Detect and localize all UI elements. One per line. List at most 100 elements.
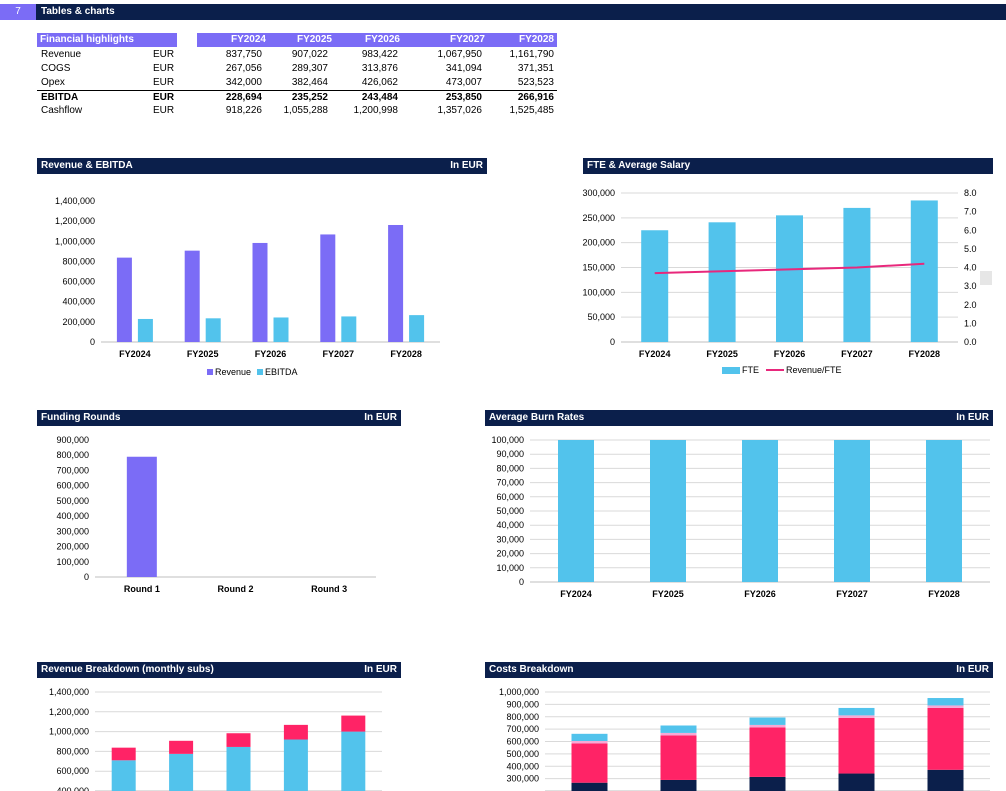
y-tick-label: 0 — [610, 337, 615, 347]
bar-segment — [749, 724, 786, 728]
y-tick-label: 80,000 — [496, 463, 524, 473]
cell-value: 907,022 — [291, 49, 328, 60]
row-unit: EUR — [153, 105, 175, 116]
bar-ebitda — [273, 317, 289, 342]
cell-value: 382,464 — [291, 77, 328, 88]
cell-value: 523,523 — [517, 77, 554, 88]
y-tick-label: 600,000 — [62, 277, 95, 287]
panel-header-fte-salary: FTE & Average Salary — [583, 158, 993, 174]
y-tick-label: 1,200,000 — [55, 216, 95, 226]
y2-tick-label: 0.0 — [964, 337, 977, 347]
bar-ebitda — [205, 318, 221, 342]
y-tick-label: 100,000 — [491, 435, 524, 445]
legend-swatch-revenue — [207, 369, 213, 375]
cell-value: 313,876 — [361, 63, 398, 74]
panel-unit: In EUR — [450, 160, 483, 171]
y2-tick-label: 5.0 — [964, 244, 977, 254]
y-tick-label: 300,000 — [56, 526, 89, 536]
x-tick-label: FY2027 — [841, 349, 873, 359]
y-tick-label: 600,000 — [56, 481, 89, 491]
y2-tick-label: 4.0 — [964, 263, 977, 273]
cell-value: 235,252 — [291, 92, 328, 103]
bar-ebitda — [137, 318, 153, 342]
bar-segment — [226, 733, 251, 747]
y-tick-label: 150,000 — [582, 263, 615, 273]
bar-segment — [838, 717, 875, 774]
y2-tick-label: 6.0 — [964, 225, 977, 235]
bar-segment — [169, 753, 194, 791]
legend-label-revenue: Revenue — [215, 367, 251, 377]
legend-label-ebitda: EBITDA — [265, 367, 298, 377]
y2-tick-label: 7.0 — [964, 207, 977, 217]
cell-value: 1,161,790 — [509, 49, 555, 60]
x-tick-label: FY2024 — [119, 349, 151, 359]
cell-value: 473,007 — [445, 77, 482, 88]
bar-segment — [660, 732, 697, 736]
bar — [126, 456, 157, 577]
cell-value: 983,422 — [361, 49, 398, 60]
bar-segment — [226, 746, 251, 791]
cell-value: 253,850 — [445, 92, 482, 103]
scrollbar-stub — [980, 271, 992, 285]
y-tick-label: 200,000 — [62, 317, 95, 327]
x-tick-label: Round 3 — [311, 584, 347, 594]
y-tick-label: 600,000 — [56, 766, 89, 776]
cell-value: 1,067,950 — [437, 49, 483, 60]
y-tick-label: 400,000 — [62, 297, 95, 307]
x-tick-label: FY2028 — [390, 349, 422, 359]
y-tick-label: 20,000 — [496, 549, 524, 559]
x-tick-label: FY2025 — [652, 589, 684, 599]
year-header: FY2025 — [266, 33, 335, 47]
line-revenue-per-fte — [654, 262, 925, 275]
y-tick-label: 200,000 — [582, 238, 615, 248]
x-tick-label: FY2028 — [909, 349, 941, 359]
x-tick-label: Round 2 — [218, 584, 254, 594]
year-header: FY2027 — [400, 33, 488, 47]
y-tick-label: 1,000,000 — [55, 236, 95, 246]
row-label: EBITDA — [41, 92, 79, 103]
year-header: FY2024 — [197, 33, 269, 47]
y-tick-label: 500,000 — [506, 749, 539, 759]
cell-value: 266,916 — [517, 92, 554, 103]
y2-tick-label: 3.0 — [964, 281, 977, 291]
bar-segment — [111, 747, 136, 761]
x-tick-label: Round 1 — [124, 584, 160, 594]
bar — [742, 440, 778, 582]
bar-segment — [571, 743, 608, 783]
x-tick-label: FY2026 — [744, 589, 776, 599]
row-label: Opex — [41, 77, 65, 88]
panel-title: FTE & Average Salary — [587, 160, 691, 171]
y-tick-label: 800,000 — [62, 256, 95, 266]
bar-segment — [749, 717, 786, 725]
panel-header-burn: Average Burn Rates In EUR — [485, 410, 993, 426]
cell-value: 837,750 — [225, 49, 262, 60]
table-row: Opex EUR 342,000 382,464 426,062 473,007… — [37, 76, 557, 90]
x-tick-label: FY2025 — [187, 349, 219, 359]
x-tick-label: FY2026 — [774, 349, 806, 359]
panel-unit: In EUR — [364, 664, 397, 675]
y-tick-label: 1,400,000 — [49, 687, 89, 697]
y-tick-label: 800,000 — [506, 712, 539, 722]
panel-header-costs: Costs Breakdown In EUR — [485, 662, 993, 678]
y-tick-label: 1,000,000 — [49, 727, 89, 737]
bar-revenue — [388, 224, 404, 342]
y-tick-label: 400,000 — [56, 786, 89, 791]
bar-segment — [749, 727, 786, 777]
y-tick-label: 60,000 — [496, 492, 524, 502]
legend-label-fte: FTE — [742, 365, 759, 375]
year-header: FY2026 — [332, 33, 403, 47]
panel-header-revenue-ebitda: Revenue & EBITDA In EUR — [37, 158, 487, 174]
bar-segment — [169, 740, 194, 754]
x-tick-label: FY2026 — [255, 349, 287, 359]
y-tick-label: 40,000 — [496, 520, 524, 530]
bar-fte — [708, 222, 736, 342]
row-label: Revenue — [41, 49, 82, 60]
row-unit: EUR — [153, 92, 175, 103]
cell-value: 267,056 — [225, 63, 262, 74]
bar-segment — [927, 705, 964, 708]
bar-segment — [838, 707, 875, 716]
row-unit: EUR — [153, 63, 175, 74]
bar-segment — [749, 776, 786, 791]
bar-segment — [283, 739, 308, 791]
